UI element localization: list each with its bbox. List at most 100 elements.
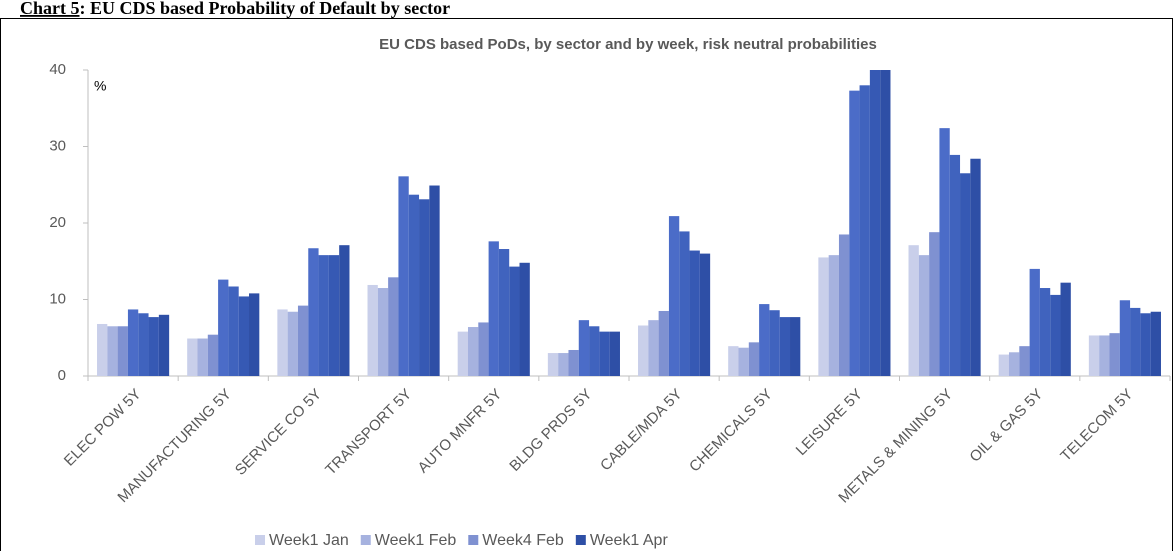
bar [197,338,208,376]
bar [609,331,620,376]
bar [1008,352,1020,376]
bar [699,253,711,376]
bar [908,245,919,376]
bar [1099,335,1110,376]
bar [970,158,981,376]
x-tick-label: CHEMICALS 5Y [686,386,776,476]
bar [148,317,159,376]
bar [318,255,329,376]
bar [859,85,870,377]
bar [929,232,940,376]
bar [1140,313,1151,376]
chart-label: Chart 5 [20,0,80,18]
bar [107,326,118,376]
bar [367,284,378,376]
bar [1130,307,1141,376]
bar [388,277,399,376]
bar [228,286,239,376]
bar [277,309,288,376]
bar [519,262,530,376]
bar [658,310,669,376]
bar [689,250,700,376]
y-tick-label: 20 [49,214,66,231]
legend-swatch [255,535,265,545]
bar [328,255,340,376]
legend-swatch [575,535,586,545]
bar [880,70,891,376]
bar [568,349,579,376]
x-tick-label: SERVICE CO 5Y [232,386,325,479]
bar [1029,268,1040,376]
bar [1150,311,1161,376]
bar [599,331,610,376]
bar [429,185,440,376]
bar [158,314,170,376]
x-tick-label: CABLE/MDA 5Y [597,386,686,475]
bar [679,231,690,376]
bar [1109,333,1120,376]
bar [918,255,930,376]
bar [467,327,479,376]
bar [849,90,860,376]
bar [308,248,319,376]
bar [759,304,770,376]
legend-label: Week1 Jan [269,532,349,549]
legend-label: Week1 Apr [590,532,669,549]
bar [998,354,1009,376]
x-tick-label: AUTO MNFR 5Y [415,386,506,477]
bar [238,296,250,376]
x-tick-label: LEISURE 5Y [793,386,866,459]
frame [0,18,1173,551]
legend-label: Week1 Feb [375,532,457,549]
bar [779,317,791,376]
bar [457,331,468,376]
bar [748,342,760,376]
y-tick-label: 30 [49,137,66,154]
bar [138,313,149,376]
bar [648,320,659,376]
bar [287,311,298,376]
bar [960,173,971,376]
bar [828,255,839,376]
bar [419,199,430,376]
bar [207,334,219,376]
legend-swatch [468,535,479,545]
bar [509,266,520,376]
bar [117,326,128,376]
x-tick-label: BLDG PRDS 5Y [506,386,595,475]
bar [838,234,850,376]
x-tick-label: OIL & GAS 5Y [966,386,1046,466]
bar [939,128,950,376]
x-tick-label: TRANSPORT 5Y [322,386,415,479]
bar [949,154,961,376]
legend-label: Week4 Feb [482,532,564,549]
bar [578,320,590,376]
bar [668,216,680,376]
y-tick-label: 10 [49,290,66,307]
y-unit: % [94,78,106,94]
y-tick-label: 0 [58,367,66,384]
bar [398,176,409,376]
bar [818,257,829,376]
bar [478,322,489,376]
bar [547,353,559,376]
bar [1019,346,1030,376]
bar [869,70,881,376]
bar [97,323,108,376]
bar [339,245,350,376]
bar [498,249,510,376]
bar [488,241,499,376]
legend-swatch [360,535,371,545]
bar [127,309,139,376]
bar [1088,335,1100,376]
bar [738,347,749,376]
bar [377,288,389,376]
bar [1050,294,1061,376]
bar [408,194,420,376]
bar [558,353,569,376]
bar [1039,288,1051,376]
bar [187,338,198,376]
x-tick-label: ELEC POW 5Y [61,386,145,470]
bar [769,310,780,376]
